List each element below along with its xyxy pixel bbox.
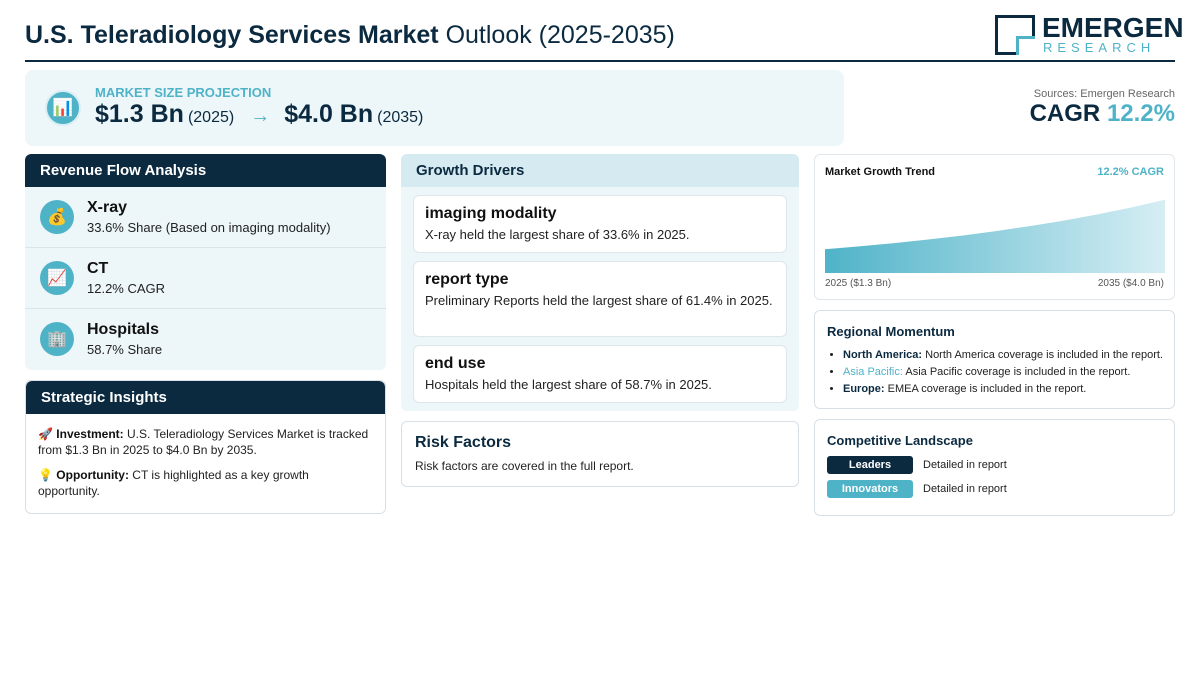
end-year: (2035) (377, 109, 424, 126)
driver-title: imaging modality (425, 205, 557, 222)
page-title-period: Outlook (2025-2035) (445, 21, 675, 49)
rocket-icon: 🚀 (38, 427, 53, 441)
revenue-item-subtitle: 33.6% Share (Based on imaging modality) (87, 220, 331, 235)
insight-text: U.S. Teleradiology Services Market is tr… (38, 427, 369, 457)
competitive-row: Leaders Detailed in report (827, 455, 1007, 474)
revenue-item-title: Hospitals (87, 321, 160, 338)
region-name: North America: (843, 349, 923, 361)
trend-area-svg (825, 199, 1165, 273)
insight-investment: 🚀 Investment: U.S. Teleradiology Service… (38, 426, 373, 458)
region-name: Asia Pacific: (843, 366, 903, 378)
driver-card: end use Hospitals held the largest share… (413, 345, 787, 403)
trend-chart-icon: 📈 (40, 261, 74, 295)
revenue-item-subtitle: 58.7% Share (87, 342, 163, 357)
revenue-item: 💰 X-ray 33.6% Share (Based on imaging mo… (25, 187, 386, 248)
strategic-insights-panel: Strategic Insights 🚀 Investment: U.S. Te… (25, 380, 386, 514)
region-item: North America: North America coverage is… (843, 348, 1163, 362)
chart-title: Market Growth Trend (825, 166, 936, 178)
risk-factors-title: Risk Factors (415, 434, 512, 451)
logo-mark-icon (995, 15, 1035, 55)
insight-text: CT is highlighted as a key growth opport… (38, 468, 309, 498)
driver-text: X-ray held the largest share of 33.6% in… (425, 227, 690, 242)
regional-list: North America: North America coverage is… (843, 348, 1163, 399)
region-text: North America coverage is included in th… (925, 349, 1163, 361)
trend-area (825, 199, 1165, 273)
market-growth-trend-chart: Market Growth Trend 12.2% CAGR 2025 ($1.… (814, 154, 1175, 300)
revenue-item-title: CT (87, 260, 109, 277)
insight-label: Opportunity: (56, 468, 129, 482)
driver-card: report type Preliminary Reports held the… (413, 261, 787, 337)
revenue-flow-heading: Revenue Flow Analysis (25, 154, 386, 187)
risk-factors-text: Risk factors are covered in the full rep… (415, 459, 634, 473)
revenue-item: 🏢 Hospitals 58.7% Share (25, 309, 386, 370)
regional-momentum-heading: Regional Momentum (827, 324, 955, 339)
driver-text: Preliminary Reports held the largest sha… (425, 293, 773, 308)
end-value: $4.0 Bn (284, 100, 374, 128)
revenue-flow-panel: Revenue Flow Analysis 💰 X-ray 33.6% Shar… (25, 154, 386, 370)
driver-title: report type (425, 271, 509, 288)
region-text: Asia Pacific coverage is included in the… (905, 366, 1131, 378)
driver-card: imaging modality X-ray held the largest … (413, 195, 787, 253)
driver-text: Hospitals held the largest share of 58.7… (425, 377, 712, 392)
start-value: $1.3 Bn (95, 100, 184, 128)
innovators-badge: Innovators (827, 479, 913, 498)
chart-cagr-annotation: 12.2% CAGR (1097, 166, 1164, 178)
growth-drivers-panel: Growth Drivers imaging modality X-ray he… (401, 154, 799, 411)
competitive-landscape-panel: Competitive Landscape Leaders Detailed i… (814, 419, 1175, 516)
bar-chart-icon: 📊 (45, 90, 81, 126)
leaders-badge: Leaders (827, 455, 913, 474)
page-header: U.S. Teleradiology Services Market Outlo… (25, 12, 1184, 62)
region-item: Europe: EMEA coverage is included in the… (843, 382, 1163, 396)
market-size-projection: 📊 MARKET SIZE PROJECTION $1.3 Bn (2025) → $… (25, 70, 844, 146)
logo-subtitle: RESEARCH (1043, 40, 1156, 55)
light-bulb-icon: 💡 (38, 468, 53, 482)
arrow-right-icon: → (250, 105, 271, 127)
sources-note: Sources: Emergen Research (1033, 88, 1175, 100)
insight-label: Investment: (56, 427, 124, 441)
hospital-building-icon: 🏢 (40, 322, 74, 356)
chart-start-label: 2025 ($1.3 Bn) (825, 278, 892, 289)
region-item: Asia Pacific: Asia Pacific coverage is i… (843, 365, 1163, 379)
cagr-summary: CAGR 12.2% (1030, 100, 1175, 128)
insight-opportunity: 💡 Opportunity: CT is highlighted as a ke… (38, 467, 373, 499)
projection-label: MARKET SIZE PROJECTION (95, 85, 272, 100)
competitive-text: Detailed in report (923, 482, 1007, 495)
regional-momentum-panel: Regional Momentum North America: North A… (814, 310, 1175, 409)
region-text: EMEA coverage is included in the report. (887, 383, 1087, 395)
projection-values: $1.3 Bn (2025) → $4.0 Bn (2035) (95, 100, 423, 129)
start-year: (2025) (187, 109, 235, 126)
money-bag-icon: 💰 (40, 200, 74, 234)
strategic-insights-heading: Strategic Insights (26, 381, 385, 414)
risk-factors-panel: Risk Factors Risk factors are covered in… (401, 421, 799, 487)
competitive-text: Detailed in report (923, 458, 1007, 471)
cagr-label: CAGR (1029, 100, 1101, 127)
growth-drivers-heading: Growth Drivers (401, 154, 799, 187)
revenue-item: 📈 CT 12.2% CAGR (25, 248, 386, 309)
page-title: U.S. Teleradiology Services Market Outlo… (25, 21, 675, 50)
cagr-value: 12.2% (1106, 100, 1175, 127)
competitive-landscape-heading: Competitive Landscape (827, 433, 973, 448)
driver-title: end use (425, 355, 486, 372)
logo-name: EMERGEN (1042, 12, 1184, 43)
emergen-logo: EMERGEN RESEARCH (995, 12, 1184, 56)
revenue-item-title: X-ray (87, 199, 128, 216)
page-title-main: U.S. Teleradiology Services Market (25, 21, 439, 49)
revenue-item-subtitle: 12.2% CAGR (87, 281, 166, 296)
chart-end-label: 2035 ($4.0 Bn) (1097, 278, 1164, 289)
region-name: Europe: (843, 383, 885, 395)
competitive-row: Innovators Detailed in report (827, 479, 1007, 498)
